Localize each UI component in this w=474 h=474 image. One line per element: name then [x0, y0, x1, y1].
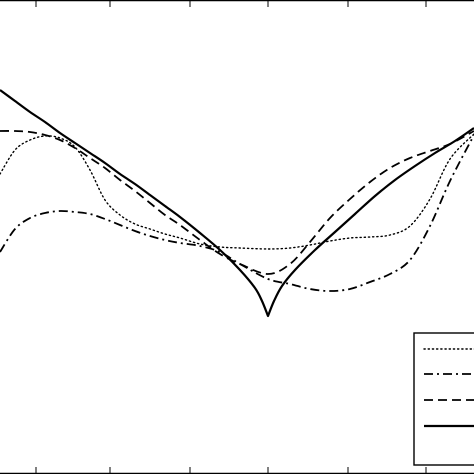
series-line-dashdot [0, 134, 474, 292]
series-group [0, 89, 474, 318]
series-line-solid [0, 89, 474, 318]
legend [413, 332, 474, 466]
legend-box [413, 332, 474, 466]
series-line-dotted [0, 133, 474, 250]
series-line-dashed [0, 130, 474, 275]
